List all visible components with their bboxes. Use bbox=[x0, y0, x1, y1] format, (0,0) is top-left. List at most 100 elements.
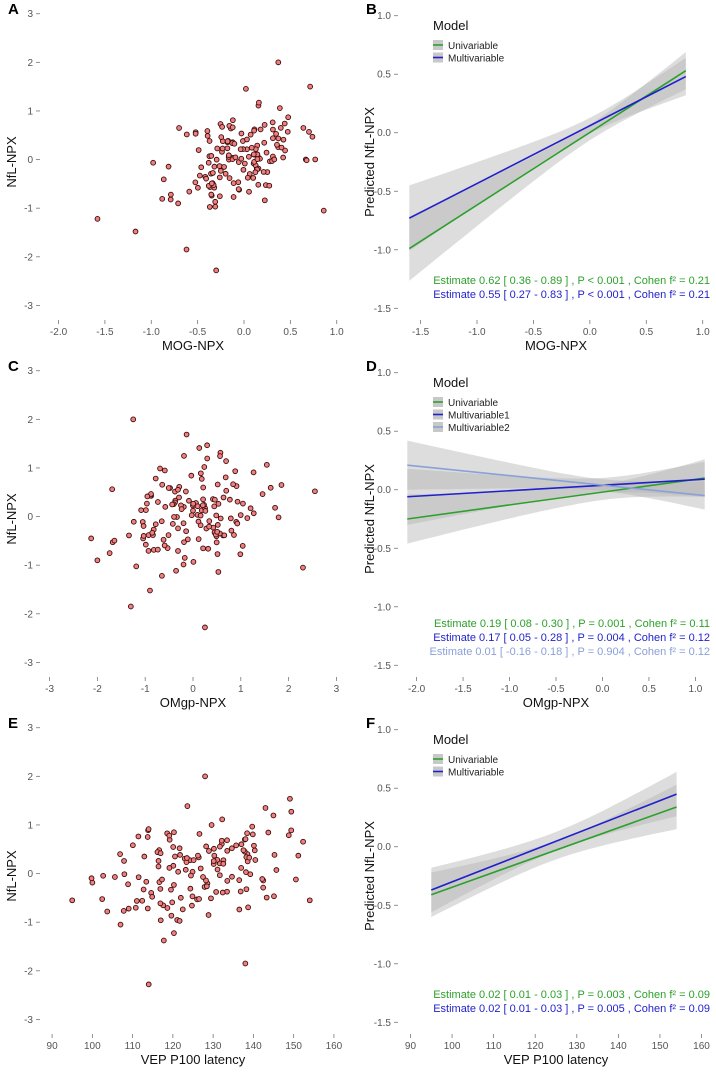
data-point bbox=[188, 472, 195, 479]
stat-line: Estimate 0.19 [ 0.08 - 0.30 ] , P = 0.00… bbox=[434, 618, 710, 630]
data-point bbox=[166, 832, 173, 839]
x-tick-label: 1.0 bbox=[330, 327, 344, 338]
series-line bbox=[430, 793, 677, 891]
data-point bbox=[135, 874, 142, 881]
data-point bbox=[280, 154, 286, 161]
data-point bbox=[204, 455, 211, 462]
data-point bbox=[200, 874, 206, 880]
data-point bbox=[208, 180, 215, 187]
data-point bbox=[165, 485, 172, 491]
data-point bbox=[145, 826, 152, 832]
x-tick-label: 120 bbox=[165, 1041, 182, 1052]
data-point bbox=[181, 539, 187, 546]
data-point bbox=[198, 164, 205, 171]
y-axis: -1.5 -1.0 -0.5 0.0 0.5 1.0 bbox=[374, 368, 398, 672]
data-point bbox=[230, 180, 237, 186]
data-point bbox=[248, 144, 255, 151]
data-point bbox=[320, 207, 327, 214]
data-point bbox=[168, 912, 175, 919]
data-point bbox=[155, 858, 162, 864]
stat-line: Estimate 0.62 [ 0.36 - 0.89 ] , P < 0.00… bbox=[433, 275, 710, 287]
y-tick-label: 0 bbox=[27, 869, 33, 880]
y-axis: -3 -2 -1 0 1 2 3 bbox=[24, 366, 40, 669]
y-tick-label: 1.0 bbox=[377, 725, 391, 736]
data-point bbox=[141, 853, 148, 860]
data-point bbox=[265, 829, 272, 836]
data-point bbox=[135, 833, 142, 840]
data-point bbox=[227, 496, 233, 503]
data-point bbox=[238, 130, 245, 137]
data-point bbox=[229, 124, 236, 131]
data-point bbox=[197, 470, 204, 477]
data-point bbox=[236, 906, 243, 913]
regression-lines bbox=[407, 464, 705, 520]
data-point bbox=[240, 847, 247, 854]
data-point bbox=[252, 857, 259, 863]
legend-entry: Univariable bbox=[448, 41, 498, 52]
data-point bbox=[158, 518, 165, 525]
data-point bbox=[138, 507, 144, 514]
data-point bbox=[300, 564, 306, 571]
data-point bbox=[160, 937, 167, 944]
data-point bbox=[260, 169, 267, 175]
data-point bbox=[142, 541, 149, 548]
stat-line: Estimate 0.17 [ 0.05 - 0.28 ] , P = 0.00… bbox=[433, 632, 710, 644]
x-axis: -3 -2 -1 0 1 2 3 bbox=[45, 677, 340, 695]
chart-panel-e: E -3 -2 -1 0 1 2 3 90 100 110 120 130 140 150 160 VEP P1… bbox=[4, 715, 343, 1067]
data-point bbox=[243, 85, 249, 92]
data-point bbox=[127, 603, 134, 610]
data-point bbox=[189, 902, 195, 909]
confidence-bands bbox=[431, 771, 677, 917]
x-axis: -1.5 -1.0 -0.5 0.0 0.5 1.0 bbox=[412, 320, 710, 338]
y-tick-label: -0.5 bbox=[374, 544, 392, 555]
data-point bbox=[236, 877, 243, 883]
data-point bbox=[219, 816, 226, 823]
data-point bbox=[233, 842, 240, 849]
data-point bbox=[303, 157, 310, 164]
ci-band bbox=[407, 440, 705, 510]
data-point bbox=[242, 836, 249, 842]
x-axis-title: VEP P100 latency bbox=[141, 1052, 246, 1067]
data-point bbox=[104, 908, 111, 915]
data-point bbox=[181, 453, 187, 459]
data-point bbox=[169, 501, 175, 508]
data-point bbox=[215, 500, 222, 507]
data-point bbox=[169, 899, 176, 906]
x-tick-label: 2 bbox=[286, 684, 292, 695]
data-point bbox=[224, 138, 231, 145]
data-point bbox=[139, 897, 146, 904]
x-axis: -2.0 -1.5 -1.0 -0.5 0.0 0.5 1.0 bbox=[408, 677, 703, 695]
y-tick-label: -1 bbox=[24, 204, 33, 215]
y-tick-label: -3 bbox=[24, 301, 33, 312]
data-point bbox=[232, 468, 239, 475]
data-point bbox=[186, 497, 192, 504]
data-point bbox=[238, 155, 245, 162]
data-point bbox=[164, 905, 171, 911]
data-point bbox=[284, 128, 291, 135]
stat-line: Estimate 0.55 [ 0.27 - 0.83 ] , P < 0.00… bbox=[433, 289, 710, 301]
data-point bbox=[217, 843, 223, 850]
data-point bbox=[161, 542, 168, 549]
data-point bbox=[255, 181, 262, 188]
data-point bbox=[244, 136, 250, 143]
data-point bbox=[140, 533, 147, 539]
data-point bbox=[157, 850, 164, 857]
y-tick-label: 1 bbox=[27, 820, 33, 831]
data-point bbox=[190, 507, 196, 514]
data-point bbox=[282, 147, 288, 154]
data-point bbox=[300, 125, 307, 131]
data-point bbox=[235, 179, 242, 186]
data-point bbox=[261, 197, 268, 204]
data-point bbox=[212, 203, 219, 210]
x-tick-label: 110 bbox=[486, 1041, 502, 1052]
data-point bbox=[210, 170, 216, 176]
data-point bbox=[159, 572, 165, 579]
data-point bbox=[166, 865, 173, 871]
data-point bbox=[250, 510, 257, 517]
data-point bbox=[259, 491, 266, 497]
data-point bbox=[180, 561, 187, 568]
data-point bbox=[196, 896, 202, 902]
data-point bbox=[183, 431, 190, 438]
data-point bbox=[180, 520, 187, 527]
